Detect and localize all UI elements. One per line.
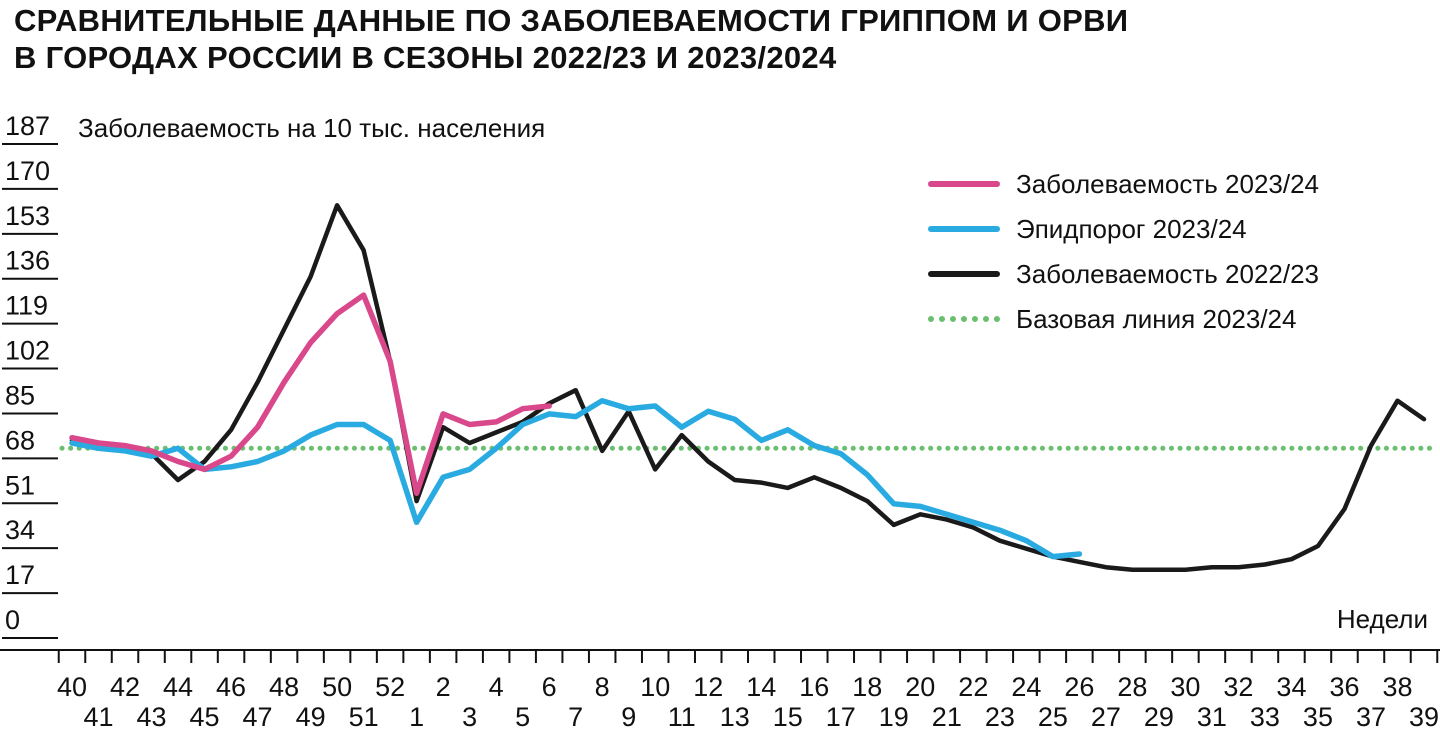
svg-text:33: 33 [1250,702,1280,732]
y-axis: 0 17 34 51 68 85 102 119 136 153 170 187 [2,111,58,639]
svg-text:119: 119 [5,291,48,321]
svg-text:13: 13 [720,702,750,732]
title-line-1: СРАВНИТЕЛЬНЫЕ ДАННЫЕ ПО ЗАБОЛЕВАЕМОСТИ Г… [14,3,1129,38]
line-series [69,397,1083,560]
legend-label: Заболеваемость 2022/23 [1016,258,1320,289]
svg-text:25: 25 [1038,702,1068,732]
legend-item: Эпидпорог 2023/24 [928,213,1319,245]
line-series [69,203,1427,573]
legend-line-swatch [928,271,1000,277]
svg-text:26: 26 [1064,672,1094,702]
svg-text:35: 35 [1303,702,1333,732]
svg-text:21: 21 [932,702,962,732]
legend-line-swatch [928,226,1000,232]
svg-text:153: 153 [5,201,50,231]
legend-line-swatch [928,316,1000,322]
legend-label: Эпидпорог 2023/24 [1016,213,1247,244]
svg-text:16: 16 [799,672,829,702]
svg-text:136: 136 [5,246,50,276]
svg-text:52: 52 [375,672,405,702]
svg-text:24: 24 [1011,672,1041,702]
svg-text:19: 19 [879,702,909,732]
svg-text:170: 170 [5,156,50,186]
svg-text:29: 29 [1144,702,1174,732]
svg-text:40: 40 [57,672,87,702]
svg-text:6: 6 [542,672,557,702]
svg-text:38: 38 [1382,672,1412,702]
svg-text:7: 7 [568,702,583,732]
series-lines [59,203,1440,573]
x-axis-label: Недели [1336,604,1428,634]
svg-text:10: 10 [640,672,670,702]
svg-text:15: 15 [773,702,803,732]
svg-text:51: 51 [349,702,379,732]
legend-line-swatch [928,181,1000,187]
svg-text:85: 85 [5,380,35,410]
legend-item: Базовая линия 2023/24 [928,303,1319,335]
svg-text:31: 31 [1197,702,1227,732]
title-line-2: В ГОРОДАХ РОССИИ В СЕЗОНЫ 2022/23 И 2023… [14,40,837,75]
svg-text:20: 20 [905,672,935,702]
svg-text:45: 45 [190,702,220,732]
legend-label: Базовая линия 2023/24 [1016,303,1297,334]
svg-text:102: 102 [5,336,50,366]
svg-text:8: 8 [595,672,610,702]
svg-text:5: 5 [515,702,530,732]
page-title: СРАВНИТЕЛЬНЫЕ ДАННЫЕ ПО ЗАБОЛЕВАЕМОСТИ Г… [14,2,1128,76]
svg-text:12: 12 [693,672,723,702]
svg-text:23: 23 [985,702,1015,732]
legend-item: Заболеваемость 2022/23 [928,258,1319,290]
chart-legend: Заболеваемость 2023/24 Эпидпорог 2023/24 З… [928,168,1319,335]
svg-text:50: 50 [322,672,352,702]
svg-text:49: 49 [296,702,326,732]
svg-text:39: 39 [1409,702,1439,732]
svg-text:36: 36 [1329,672,1359,702]
svg-text:30: 30 [1170,672,1200,702]
svg-text:47: 47 [243,702,273,732]
line-series [69,292,552,496]
svg-text:34: 34 [5,515,35,545]
svg-text:43: 43 [137,702,167,732]
svg-text:44: 44 [163,672,193,702]
legend-label: Заболеваемость 2023/24 [1016,168,1320,199]
legend-item: Заболеваемость 2023/24 [928,168,1319,200]
svg-text:32: 32 [1223,672,1253,702]
svg-text:27: 27 [1091,702,1121,732]
svg-text:11: 11 [668,702,696,732]
svg-text:51: 51 [5,470,35,500]
svg-text:34: 34 [1276,672,1306,702]
svg-text:9: 9 [621,702,636,732]
svg-text:42: 42 [110,672,140,702]
svg-text:14: 14 [746,672,776,702]
svg-text:37: 37 [1356,702,1386,732]
svg-text:28: 28 [1117,672,1147,702]
svg-text:4: 4 [489,672,504,702]
svg-text:17: 17 [826,702,856,732]
y-axis-label: Заболеваемость на 10 тыс. населения [78,113,546,143]
svg-text:3: 3 [462,702,477,732]
x-axis: 4041424344454647484950515212345678910111… [0,649,1440,732]
svg-text:22: 22 [958,672,988,702]
svg-text:18: 18 [852,672,882,702]
svg-text:41: 41 [83,702,113,732]
svg-text:48: 48 [269,672,299,702]
svg-text:17: 17 [5,560,35,590]
svg-text:2: 2 [436,672,451,702]
svg-text:187: 187 [5,111,50,141]
svg-text:68: 68 [5,425,35,455]
svg-text:1: 1 [409,702,424,732]
svg-text:46: 46 [216,672,246,702]
svg-text:0: 0 [5,605,20,635]
